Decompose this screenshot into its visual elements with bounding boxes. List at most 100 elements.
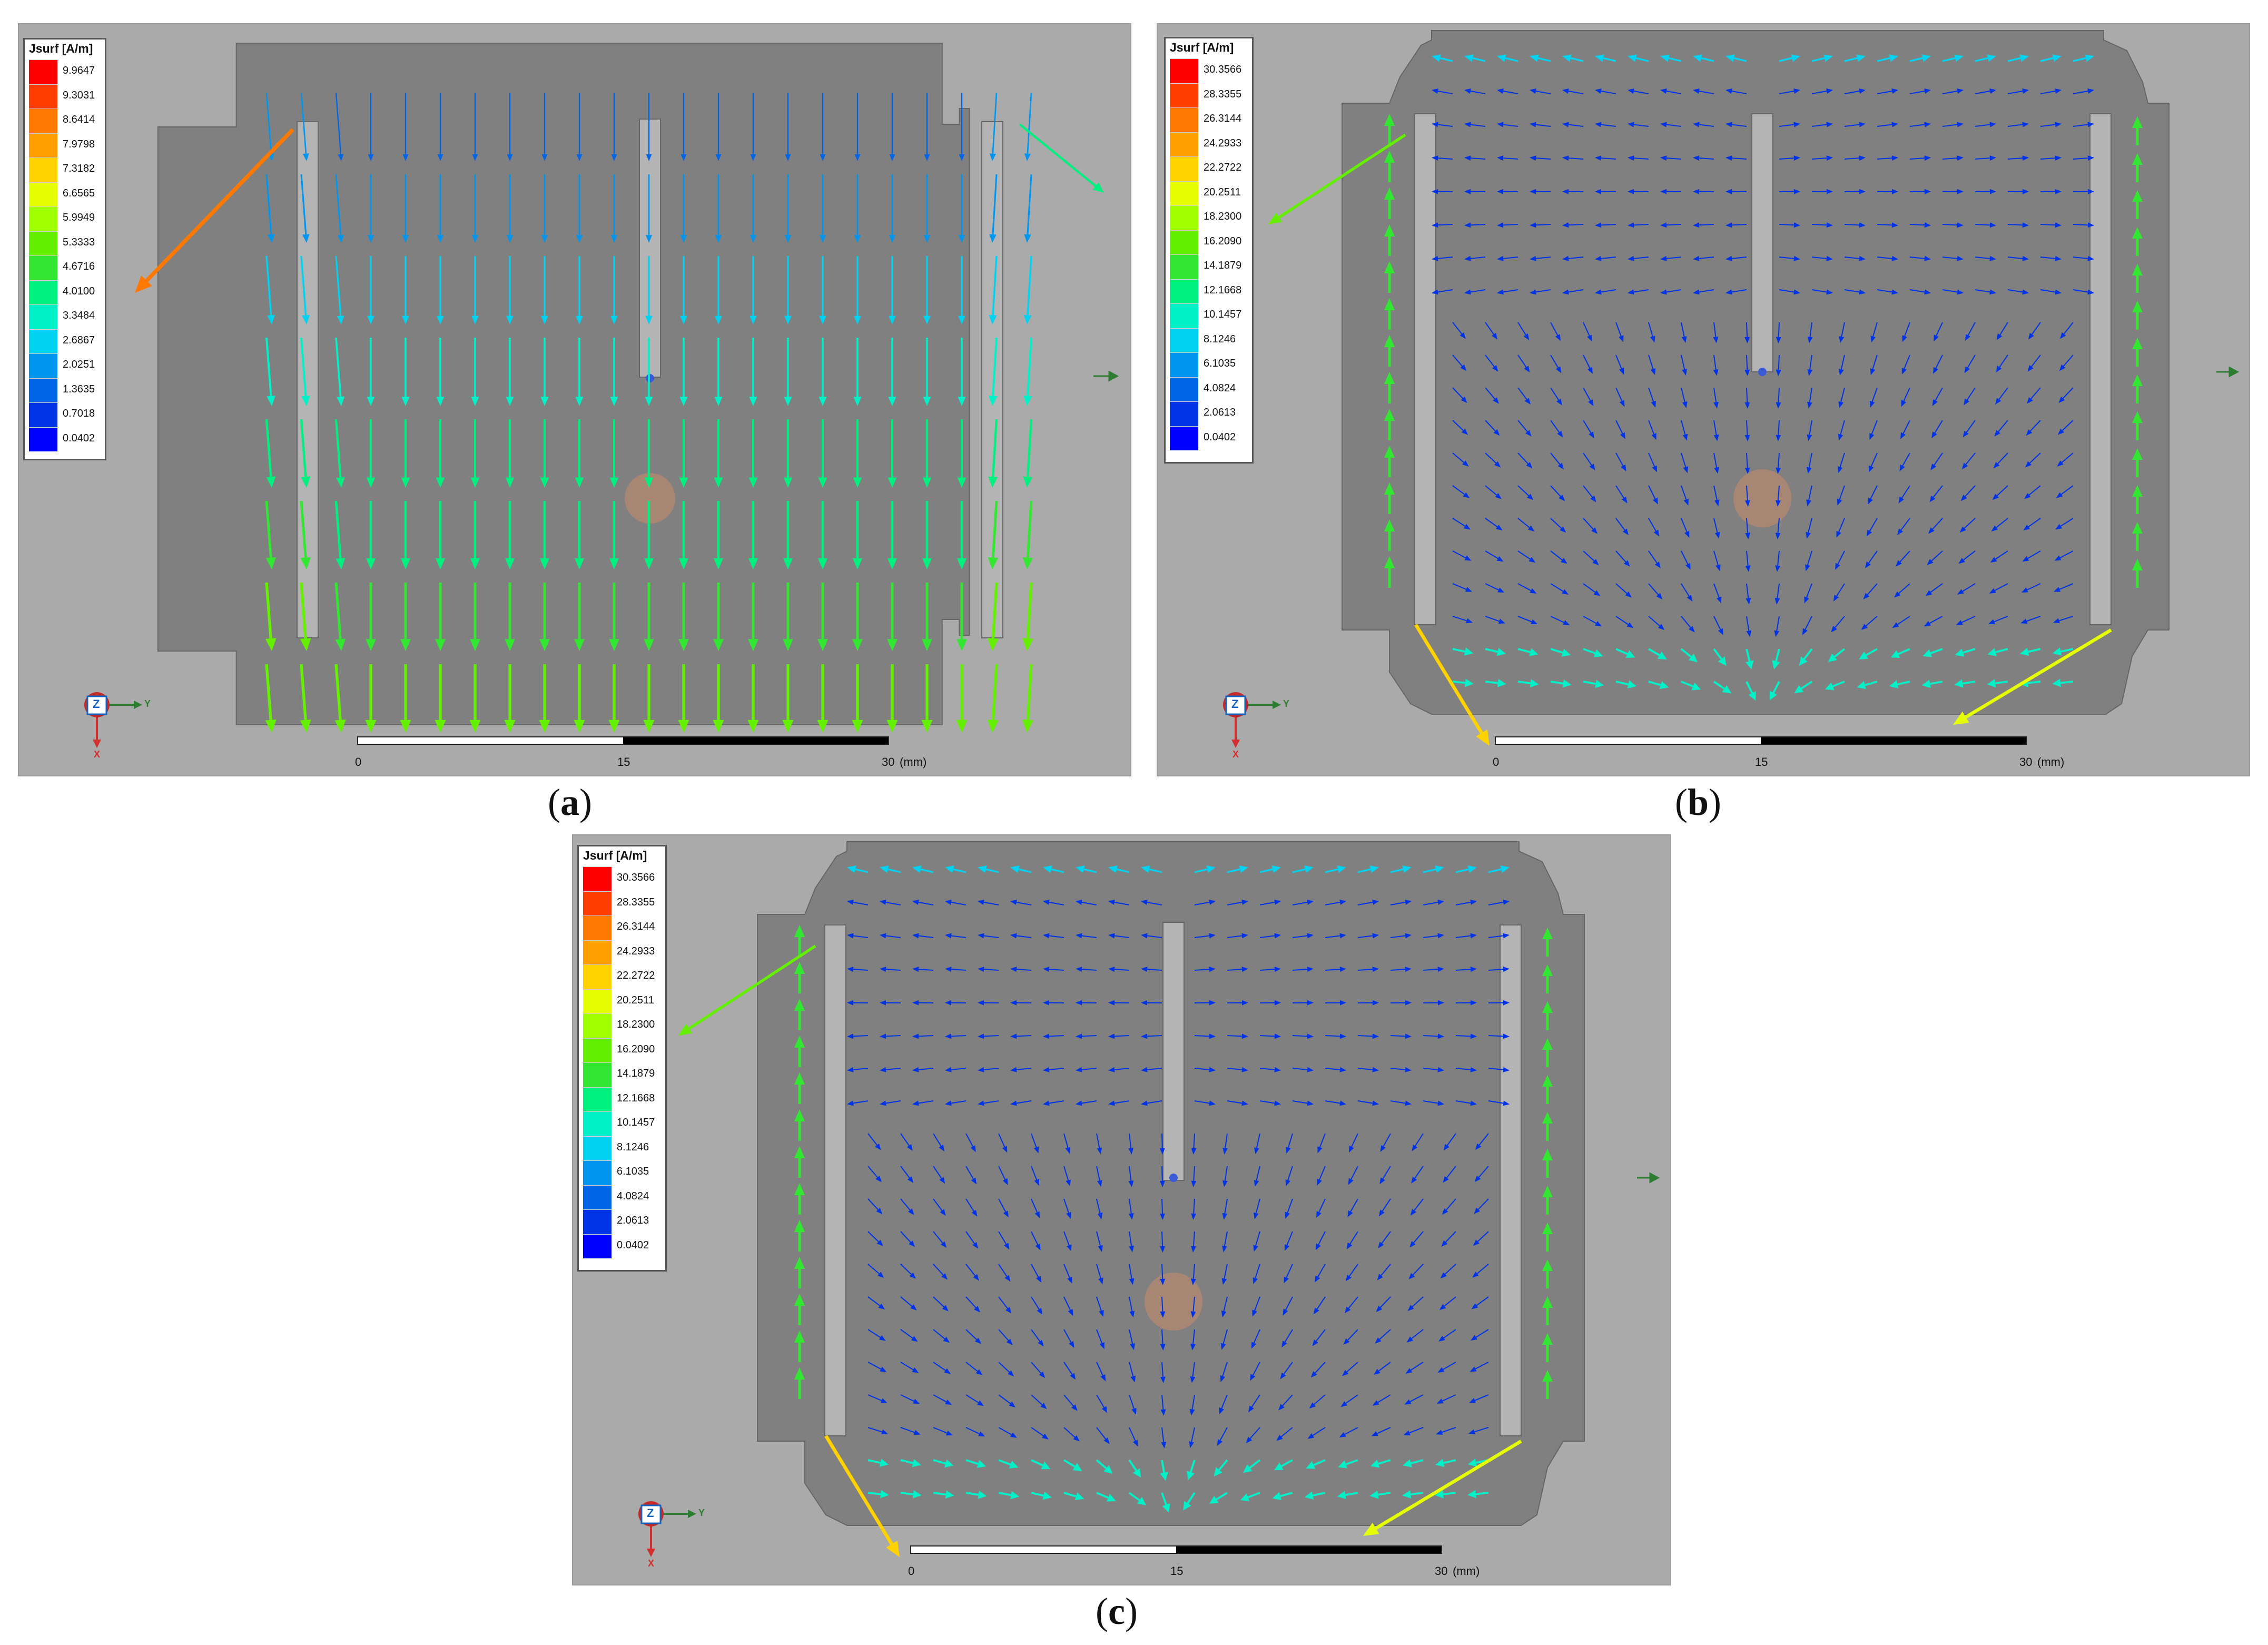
current-vector-head bbox=[912, 1000, 919, 1006]
color-legend: Jsurf [A/m] 30.3566 28.3355 26.3144 24.2933… bbox=[1164, 37, 1254, 464]
current-vector bbox=[1026, 500, 1033, 558]
current-vector-head bbox=[715, 316, 722, 324]
current-vector bbox=[1777, 583, 1780, 598]
current-vector bbox=[1811, 223, 1827, 226]
current-vector-head bbox=[265, 557, 276, 569]
current-vector-head bbox=[1220, 1375, 1225, 1382]
current-vector-head bbox=[1831, 626, 1837, 633]
current-vector bbox=[998, 1166, 1006, 1180]
current-vector-head bbox=[1010, 1491, 1020, 1500]
current-vector-head bbox=[1010, 1432, 1017, 1438]
current-vector-head bbox=[1714, 531, 1720, 539]
current-vector bbox=[1357, 969, 1373, 971]
current-vector-head bbox=[1993, 461, 2000, 469]
current-vector bbox=[1488, 901, 1504, 906]
current-vector-head bbox=[880, 900, 886, 905]
current-vector bbox=[1550, 485, 1561, 497]
current-vector bbox=[1811, 256, 1827, 259]
current-vector-head bbox=[1870, 400, 1875, 408]
current-vector bbox=[1129, 1394, 1135, 1409]
current-vector-head bbox=[1066, 1179, 1071, 1187]
current-vector-head bbox=[1253, 1245, 1258, 1252]
current-vector bbox=[1452, 583, 1467, 590]
current-vector bbox=[1018, 868, 1032, 873]
current-vector bbox=[1966, 420, 1976, 433]
current-vector-head bbox=[1462, 460, 1469, 467]
current-vector-head bbox=[1160, 1472, 1169, 1481]
current-vector-head bbox=[1954, 679, 1964, 688]
current-vector bbox=[1965, 628, 2112, 719]
current-vector-head bbox=[1309, 1402, 1316, 1409]
current-vector-head bbox=[750, 316, 757, 324]
current-vector-head bbox=[1996, 333, 2003, 340]
current-vector-head bbox=[1562, 255, 1569, 261]
current-vector bbox=[1550, 322, 1559, 336]
current-vector bbox=[1411, 1329, 1424, 1339]
current-vector-head bbox=[817, 558, 828, 569]
current-vector bbox=[900, 1198, 911, 1211]
triad-x-label: X bbox=[1232, 749, 1239, 760]
current-vector bbox=[1897, 681, 1910, 686]
caption-c: (c) bbox=[1096, 1590, 1138, 1632]
current-vector bbox=[1286, 1264, 1293, 1278]
current-vector bbox=[2073, 124, 2088, 127]
current-vector-head bbox=[978, 1100, 984, 1106]
current-vector bbox=[1811, 157, 1827, 160]
current-vector bbox=[1966, 387, 1976, 400]
current-vector-head bbox=[645, 316, 653, 324]
current-vector bbox=[1259, 901, 1275, 906]
current-vector-head bbox=[1384, 224, 1395, 237]
current-vector-head bbox=[1372, 1067, 1379, 1072]
current-vector-head bbox=[2057, 460, 2064, 467]
current-vector-head bbox=[1379, 1177, 1385, 1185]
current-vector bbox=[1503, 124, 1518, 127]
current-vector-head bbox=[1660, 88, 1667, 94]
current-vector bbox=[1648, 485, 1656, 499]
current-vector-head bbox=[1542, 1075, 1553, 1087]
current-vector-head bbox=[1622, 528, 1629, 536]
current-vector bbox=[900, 1329, 913, 1339]
current-vector-head bbox=[794, 999, 805, 1011]
current-vector bbox=[1871, 387, 1878, 402]
current-vector-head bbox=[1621, 496, 1628, 504]
current-vector-head bbox=[267, 314, 275, 324]
current-vector bbox=[1380, 1264, 1391, 1276]
current-vector bbox=[1063, 1166, 1069, 1181]
current-vector-head bbox=[1838, 401, 1843, 408]
current-vector-head bbox=[1241, 900, 1248, 905]
current-vector-head bbox=[907, 1176, 914, 1183]
current-vector-head bbox=[1527, 525, 1535, 532]
current-vector-head bbox=[1503, 1000, 1510, 1006]
current-vector-head bbox=[1217, 1439, 1222, 1446]
current-vector-head bbox=[1467, 1490, 1476, 1499]
current-vector-head bbox=[2056, 492, 2063, 498]
current-vector-head bbox=[1437, 900, 1444, 905]
current-vector-head bbox=[1823, 54, 1833, 62]
current-vector bbox=[1096, 1492, 1109, 1499]
current-vector-head bbox=[1557, 430, 1563, 438]
current-vector bbox=[1975, 289, 1990, 293]
legend-swatch bbox=[1170, 230, 1198, 254]
current-vector bbox=[992, 419, 998, 477]
current-vector-head bbox=[749, 397, 757, 406]
current-vector-head bbox=[989, 234, 997, 243]
current-vector bbox=[867, 1427, 882, 1433]
current-vector-head bbox=[1405, 1100, 1412, 1106]
current-vector-head bbox=[1375, 1337, 1382, 1344]
current-vector bbox=[1681, 550, 1689, 565]
current-vector-head bbox=[782, 720, 794, 733]
current-vector-head bbox=[1128, 1148, 1134, 1155]
current-vector-head bbox=[1992, 494, 1999, 500]
current-vector-head bbox=[1408, 1273, 1415, 1279]
current-vector bbox=[900, 1264, 912, 1275]
current-vector-head bbox=[1693, 189, 1700, 194]
current-vector-head bbox=[1343, 1338, 1350, 1345]
current-vector bbox=[1713, 452, 1718, 468]
current-vector bbox=[1315, 1362, 1326, 1374]
current-vector-head bbox=[1141, 1033, 1148, 1039]
current-vector-head bbox=[1498, 618, 1505, 624]
current-vector-head bbox=[1659, 681, 1669, 689]
current-vector bbox=[1713, 420, 1717, 435]
current-vector-head bbox=[436, 397, 445, 406]
current-vector-head bbox=[1310, 1371, 1317, 1378]
